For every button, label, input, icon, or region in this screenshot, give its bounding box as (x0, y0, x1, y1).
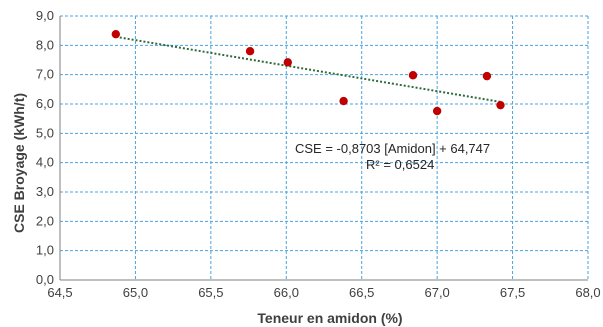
y-tick-label: 3,0 (36, 184, 54, 199)
data-point (111, 29, 121, 39)
y-tick-label: 0,0 (36, 272, 54, 287)
y-tick-label: 7,0 (36, 67, 54, 82)
data-point (432, 106, 442, 116)
x-tick-label: 64,5 (47, 285, 72, 300)
data-point (339, 96, 348, 106)
axes (59, 16, 588, 281)
y-tick-label: 2,0 (36, 213, 54, 228)
y-tick-label: 8,0 (36, 37, 54, 52)
x-tick-label: 66,0 (274, 285, 299, 300)
trendline-r-squared: R² = 0,6524 (366, 157, 434, 172)
trendline (115, 35, 501, 103)
y-axis-title: CSE Broyage (kWh/t) (11, 93, 27, 233)
y-tick-label: 4,0 (36, 155, 54, 170)
tick-labels: 0,0 1,0 2,0 3,0 4,0 5,0 6,0 7,0 8,0 9,0 64,5 65,0 65… (36, 8, 601, 300)
x-tick-label: 67,5 (500, 285, 525, 300)
y-tick-label: 9,0 (36, 8, 54, 23)
data-point (283, 58, 292, 67)
x-tick-label: 65,5 (198, 285, 223, 300)
trendline-equation: CSE = -0,8703 [Amidon] + 64,747 (295, 141, 490, 156)
x-tick-label: 67,0 (424, 285, 449, 300)
data-point (482, 71, 492, 81)
y-tick-label: 5,0 (36, 125, 54, 140)
data-point (408, 71, 418, 80)
data-point (245, 47, 255, 56)
grid-lines (60, 15, 589, 280)
x-axis-title: Teneur en amidon (%) (257, 310, 402, 326)
x-tick-label: 68,0 (575, 285, 600, 300)
x-tick-label: 66,5 (349, 285, 374, 300)
y-tick-label: 1,0 (36, 243, 54, 258)
data-points (111, 29, 505, 116)
trendline-group (115, 35, 501, 103)
data-point (496, 100, 505, 110)
y-tick-label: 6,0 (36, 96, 54, 111)
x-tick-label: 65,0 (123, 285, 148, 300)
